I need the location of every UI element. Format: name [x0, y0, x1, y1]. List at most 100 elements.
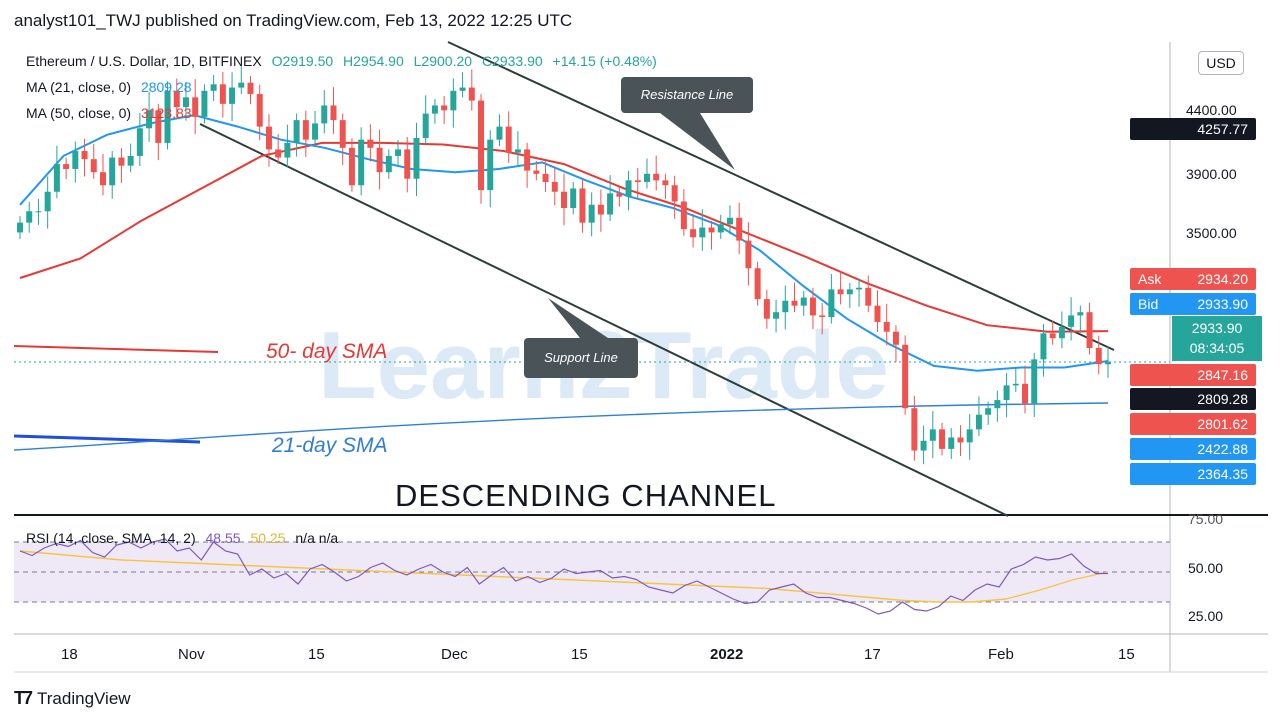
lines-layer	[13, 41, 1170, 517]
candle-body	[275, 149, 282, 158]
candle-body	[468, 87, 475, 101]
candle-body	[671, 185, 678, 202]
candle-body	[856, 287, 863, 290]
candle-body	[920, 440, 927, 451]
candle-body	[330, 105, 337, 121]
price-tag-2422: 2422.88	[1130, 438, 1256, 460]
price-tag-value: 2801.62	[1197, 416, 1248, 432]
low-value: L2900.20	[413, 53, 473, 69]
candle-body	[1068, 315, 1075, 327]
high-value: H2954.90	[343, 53, 404, 69]
candle-body	[625, 180, 632, 197]
candle-body	[819, 315, 826, 318]
candle-body	[994, 400, 1001, 409]
price-tag-top: 4257.77	[1130, 118, 1256, 140]
candle-body	[182, 97, 189, 108]
sma50-annotation: 50- day SMA	[266, 340, 388, 363]
rsi-label: RSI (14, close, SMA, 14, 2)	[26, 530, 196, 546]
candle-body	[745, 240, 752, 269]
ma21-line	[19, 114, 1109, 372]
candle-body	[441, 105, 448, 111]
candle-body	[118, 157, 125, 166]
candle-body	[219, 84, 226, 104]
candle-body	[284, 142, 291, 158]
candle-body	[164, 90, 171, 143]
ma21-label: MA (21, close, 0)	[26, 79, 132, 95]
candle-body	[985, 408, 992, 415]
candle-body	[395, 149, 402, 156]
ma21-legend[interactable]: MA (21, close, 0) 2809.28	[26, 79, 192, 95]
symbol-name: Ethereum / U.S. Dollar, 1D, BITFINEX	[26, 53, 262, 69]
candle-body	[708, 227, 715, 233]
candle-body	[782, 300, 789, 313]
rsi-sma-line	[19, 550, 1109, 603]
rsi-tick: 25.00	[1188, 608, 1224, 624]
price-tag-value: 2809.28	[1197, 391, 1248, 407]
candle-body	[238, 82, 245, 88]
time-tick: 15	[1118, 646, 1135, 663]
candle-body	[846, 289, 853, 295]
candle-body	[1049, 333, 1056, 339]
ask-tag[interactable]: Ask 2934.20	[1130, 268, 1256, 290]
candle-body	[312, 123, 319, 140]
ma50-line	[19, 141, 1109, 333]
candle-body	[643, 173, 650, 182]
candle-body	[155, 110, 162, 143]
candle-body	[339, 120, 346, 148]
candle-body	[939, 429, 946, 449]
candle-body	[690, 229, 697, 238]
price-tag-2809: 2809.28	[1130, 388, 1256, 410]
price-tag-value: 2847.16	[1197, 367, 1248, 383]
candle-body	[72, 151, 79, 169]
rsi-legend[interactable]: RSI (14, close, SMA, 14, 2) 48.55 50.25 …	[26, 530, 338, 546]
candle-body	[966, 429, 973, 443]
candle-body	[1003, 385, 1010, 401]
close-value: C2933.90	[481, 53, 543, 69]
candle-body	[422, 113, 429, 139]
bid-value: 2933.90	[1197, 296, 1248, 312]
candle-body	[662, 180, 669, 186]
time-tick: Nov	[178, 646, 205, 663]
candle-body	[514, 149, 521, 153]
rsi-sma-value: 50.25	[250, 530, 286, 546]
candle-body	[450, 90, 457, 111]
currency-button[interactable]: USD	[1198, 51, 1244, 75]
candle-body	[26, 211, 33, 223]
price-tag-2847: 2847.16	[1130, 364, 1256, 386]
footer-brand: TradingView	[37, 688, 131, 708]
price-tick: 4400.00	[1186, 102, 1237, 118]
candle-body	[588, 204, 595, 223]
time-tick: 15	[308, 646, 325, 663]
candle-body	[791, 300, 798, 306]
symbol-legend[interactable]: Ethereum / U.S. Dollar, 1D, BITFINEX O29…	[26, 53, 657, 69]
price-tick: 3500.00	[1186, 225, 1237, 241]
candle-body	[431, 105, 438, 114]
candle-body	[404, 149, 411, 179]
time-tick: 18	[61, 646, 78, 663]
change-value: +14.15 (+0.48%)	[552, 53, 657, 69]
candle-body	[385, 155, 392, 173]
ma50-legend[interactable]: MA (50, close, 0) 3123.83	[26, 105, 192, 121]
candle-body	[570, 188, 577, 209]
candle-body	[957, 437, 964, 443]
tradingview-logo-icon: T7	[14, 688, 33, 708]
candle-body	[1105, 361, 1111, 365]
price-tag-2364: 2364.35	[1130, 463, 1256, 485]
rsi-layer	[19, 538, 1109, 615]
bid-key: Bid	[1138, 296, 1159, 312]
rsi-value: 48.55	[205, 530, 241, 546]
candle-body	[948, 437, 955, 449]
candle-body	[321, 105, 328, 124]
candle-body	[413, 138, 420, 179]
rsi-line	[19, 538, 1108, 615]
descending-channel-annotation: DESCENDING CHANNEL	[395, 478, 777, 513]
support-callout-pointer	[548, 298, 608, 338]
time-tick-year: 2022	[710, 646, 744, 663]
sma21-reference-line	[13, 434, 201, 444]
candle-body	[459, 87, 466, 91]
sma21-annotation: 21-day SMA	[272, 434, 388, 457]
bid-tag[interactable]: Bid 2933.90	[1130, 293, 1256, 315]
sma50-reference-line	[13, 345, 219, 353]
candle-body	[763, 299, 770, 319]
